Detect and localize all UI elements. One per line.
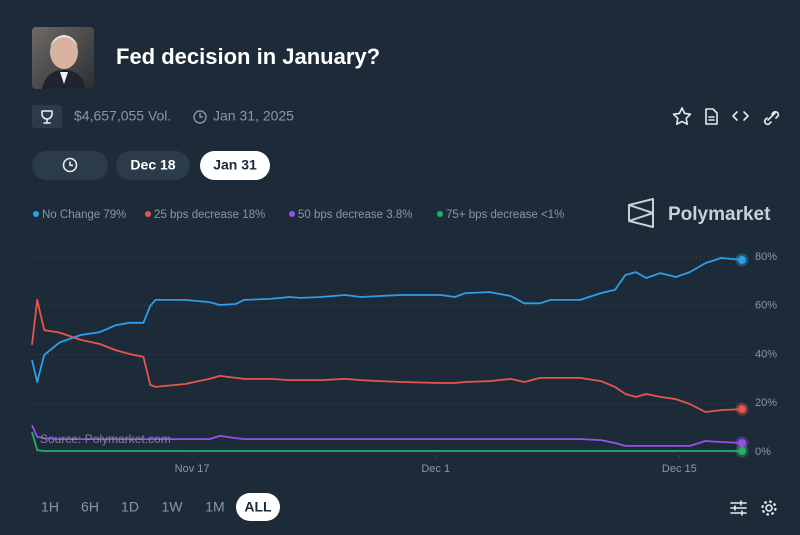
x-tick-label: Nov 17 xyxy=(175,463,210,475)
trophy-icon xyxy=(41,110,53,124)
date-tab-label[interactable]: Dec 18 xyxy=(130,157,175,173)
legend-dot xyxy=(289,211,295,217)
x-tick-label: Dec 1 xyxy=(421,463,450,475)
clock-icon xyxy=(193,110,207,124)
brand-logo xyxy=(628,198,654,228)
legend-value: 79% xyxy=(103,209,126,221)
range-tab[interactable]: ALL xyxy=(244,499,272,515)
legend-name: 75+ bps decrease xyxy=(446,209,538,221)
volume: $4,657,055 Vol. xyxy=(74,108,171,124)
range-tab[interactable]: 1W xyxy=(162,499,184,515)
x-tick-label: Dec 15 xyxy=(662,463,697,475)
source-watermark: Source: Polymarket.com xyxy=(40,432,171,446)
range-tab[interactable]: 1D xyxy=(121,499,139,515)
range-tab[interactable]: 1H xyxy=(41,499,59,515)
legend-value: 3.8% xyxy=(386,209,412,221)
history-button[interactable] xyxy=(32,151,108,180)
date-tab-active[interactable] xyxy=(200,151,270,180)
legend-value: 18% xyxy=(242,209,265,221)
series-line xyxy=(31,424,743,447)
range-tab[interactable]: 6H xyxy=(81,499,99,515)
legend-dot xyxy=(33,211,39,217)
star-button[interactable] xyxy=(672,107,692,125)
y-tick-label: 20% xyxy=(755,397,777,409)
y-tick-label: 0% xyxy=(755,446,771,458)
legend-value: <1% xyxy=(541,209,564,221)
gear-button[interactable] xyxy=(761,500,777,516)
legend-name: 25 bps decrease xyxy=(154,209,239,221)
y-tick-label: 80% xyxy=(755,251,777,263)
series-line xyxy=(31,257,743,383)
series-line xyxy=(31,431,742,452)
range-tabs: 1H 6H 1D 1W 1M ALL xyxy=(41,493,280,521)
series-line xyxy=(31,299,743,413)
endpoint xyxy=(738,438,746,447)
settings-sliders[interactable] xyxy=(730,500,747,516)
y-tick-label: 40% xyxy=(755,348,777,360)
legend-dot xyxy=(145,211,151,217)
range-tab-active[interactable] xyxy=(236,493,280,521)
date-tab[interactable] xyxy=(116,151,190,180)
endpoint xyxy=(738,405,746,414)
document-button[interactable] xyxy=(705,108,718,125)
legend-dot xyxy=(437,211,443,217)
endpoint xyxy=(738,255,746,264)
endpoint xyxy=(738,447,746,456)
date-tab-label[interactable]: Jan 31 xyxy=(213,157,257,173)
embed-button[interactable] xyxy=(732,111,749,121)
market-title: Fed decision in January? xyxy=(116,44,380,69)
brand-name: Polymarket xyxy=(668,204,771,225)
market-image xyxy=(32,27,94,89)
legend-entry: 25 bps decrease 18% xyxy=(154,209,265,221)
link-button[interactable] xyxy=(763,110,780,126)
range-tab[interactable]: 1M xyxy=(205,499,224,515)
legend-entry: 75+ bps decrease <1% xyxy=(446,209,564,221)
legend-name: 50 bps decrease xyxy=(298,209,383,221)
legend-entry: No Change 79% xyxy=(42,209,126,221)
y-tick-label: 60% xyxy=(755,300,777,312)
plot: 0% 20% 40% 60% 80% Nov 17 Dec 1 Dec 15 xyxy=(31,251,777,475)
trophy-badge xyxy=(32,105,62,128)
end-date: Jan 31, 2025 xyxy=(213,108,294,124)
legend-name: No Change xyxy=(42,209,100,221)
legend-entry: 50 bps decrease 3.8% xyxy=(298,209,412,221)
